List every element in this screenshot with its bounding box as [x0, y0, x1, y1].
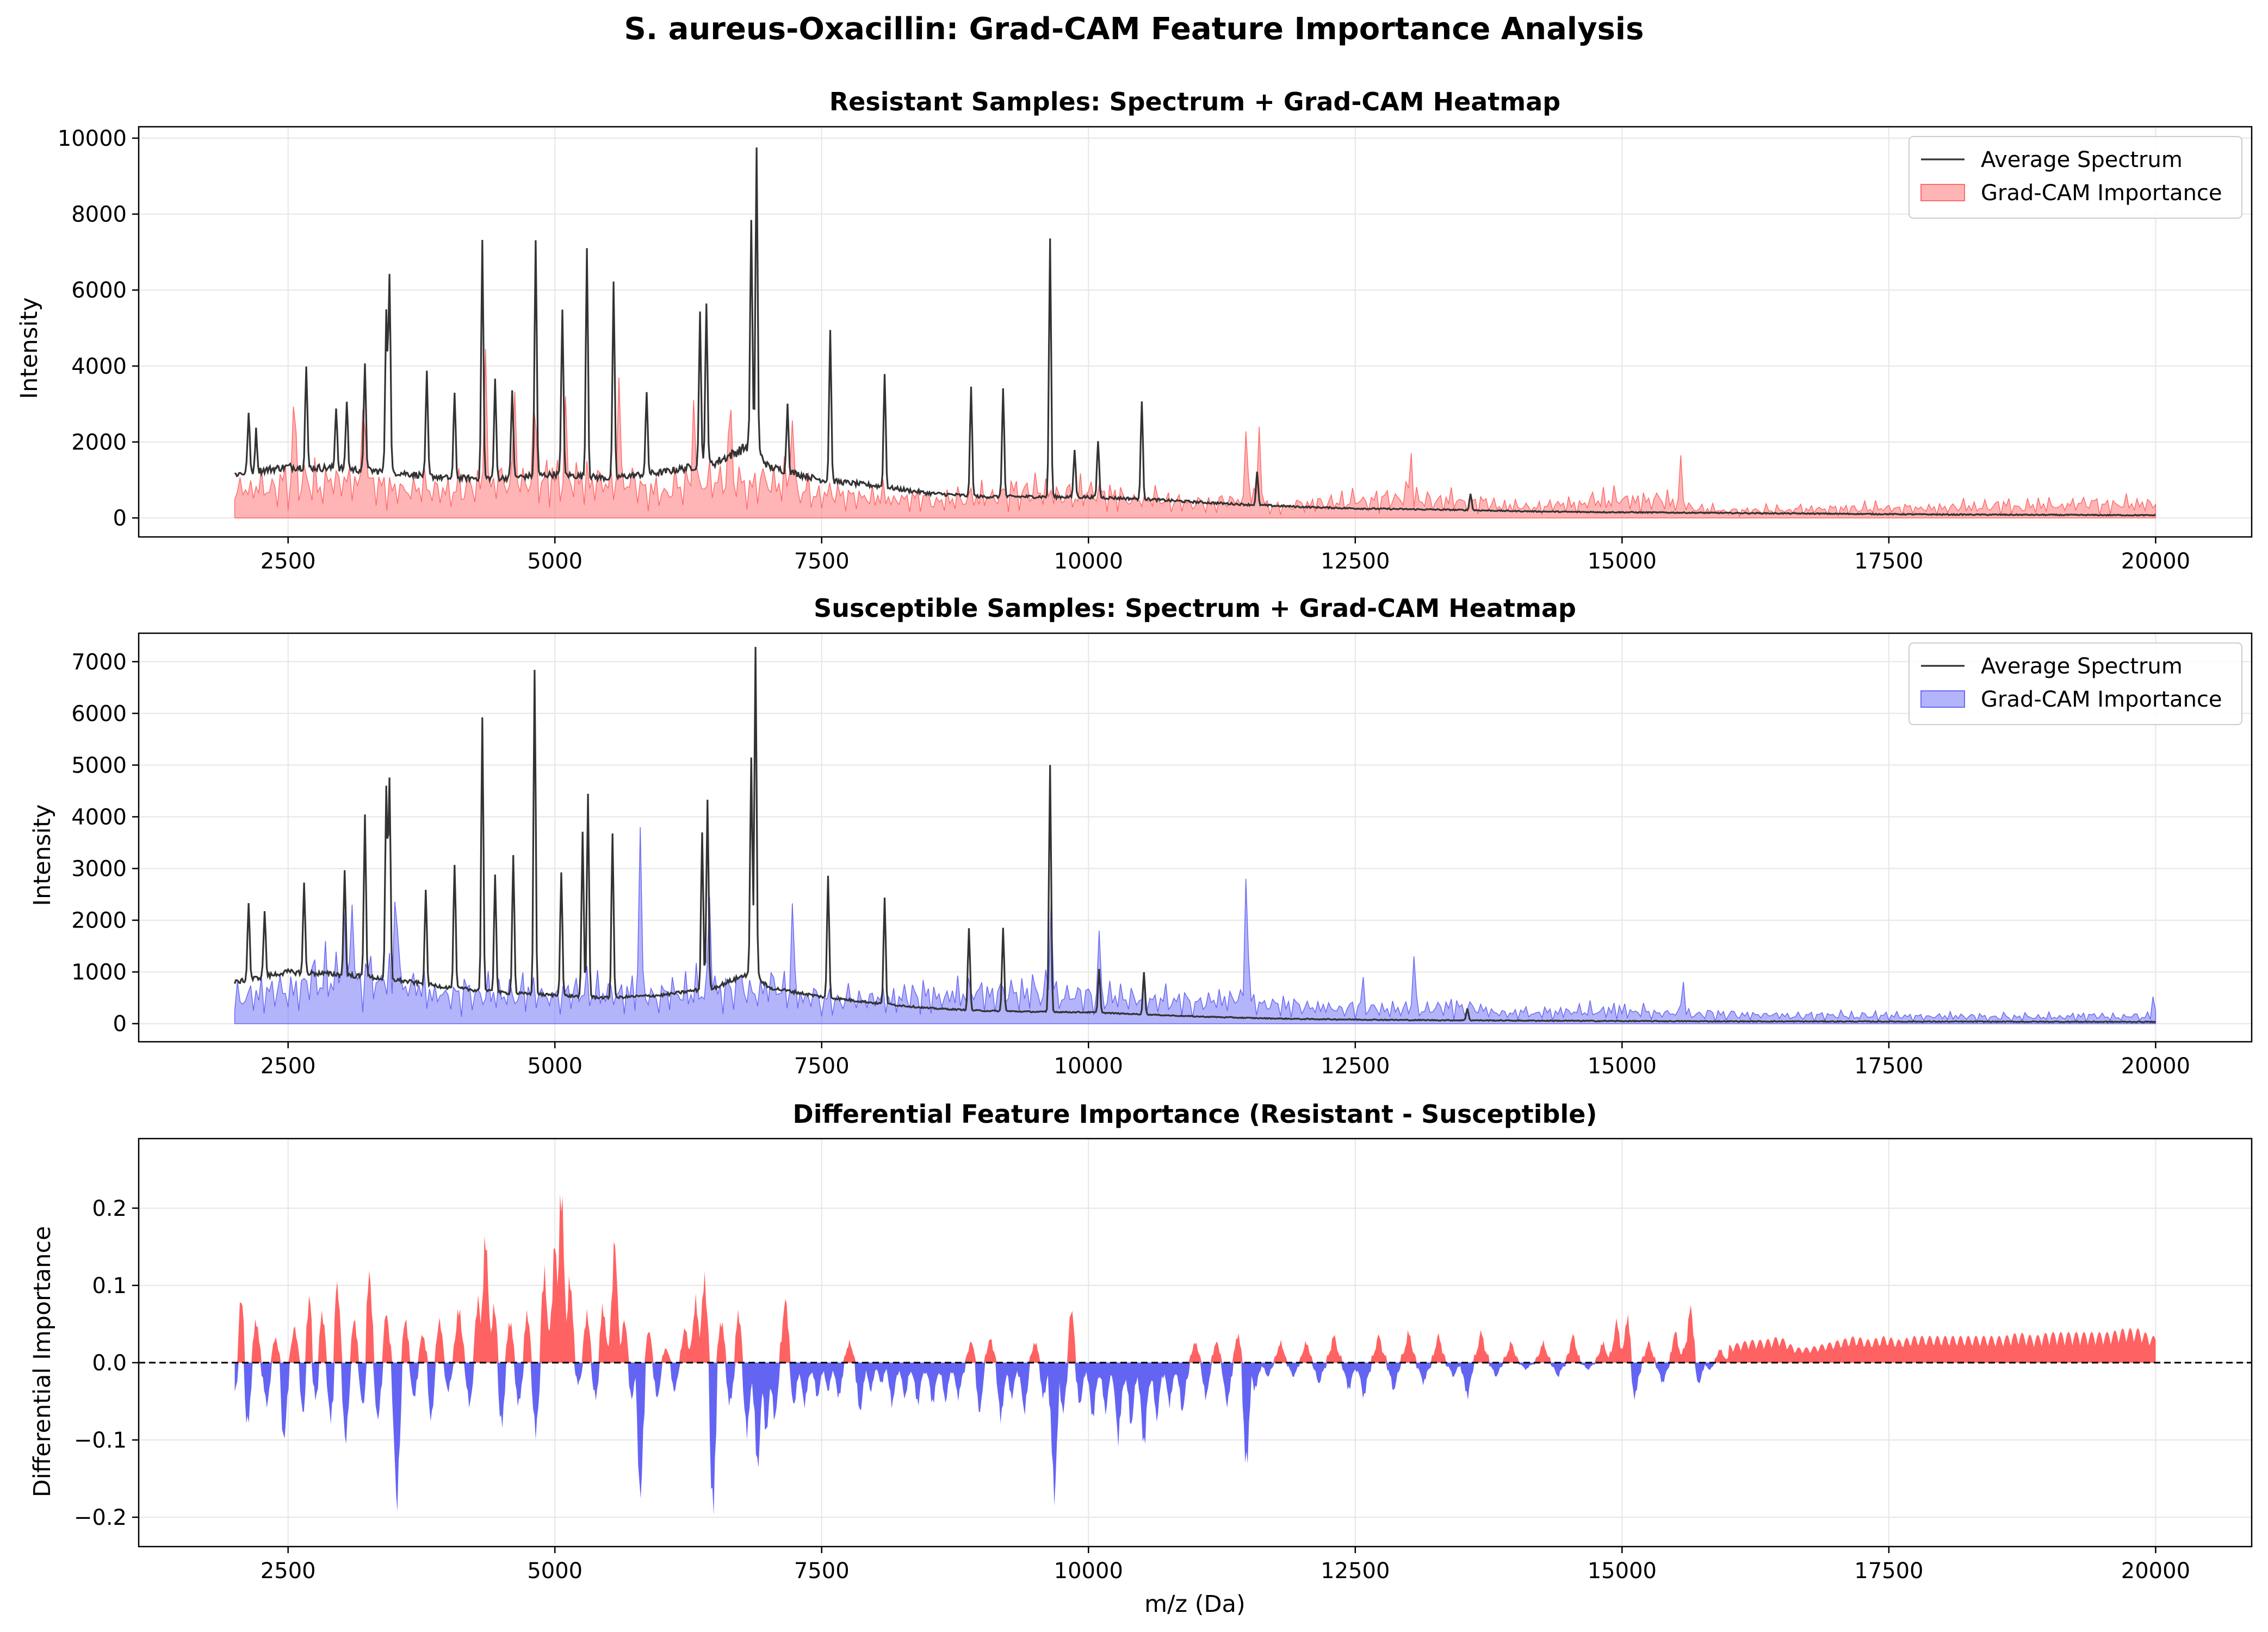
y-tick-label: 0.2 [92, 1196, 127, 1221]
y-tick-label: 0 [113, 506, 127, 531]
resistant-panel-title: Resistant Samples: Spectrum + Grad-CAM H… [829, 87, 1560, 116]
susceptible-panel: Susceptible Samples: Spectrum + Grad-CAM… [29, 594, 2253, 1079]
resistant-panel: Resistant Samples: Spectrum + Grad-CAM H… [16, 87, 2253, 574]
axes-frame [138, 632, 2253, 1043]
y-tick-label: −0.1 [74, 1428, 127, 1453]
x-tick-label: 5000 [527, 1054, 583, 1079]
gradcam-importance-area [234, 827, 2157, 1024]
legend-box [1908, 136, 2242, 219]
legend-gradcam-label: Grad-CAM Importance [1981, 687, 2222, 712]
x-tick-label: 20000 [2121, 549, 2190, 574]
x-tick-label: 10000 [1054, 549, 1123, 574]
y-tick-label: 5000 [71, 753, 127, 778]
y-tick-label: 10000 [58, 126, 127, 151]
plot-area [234, 147, 2157, 518]
x-tick-label: 7500 [794, 1054, 850, 1079]
x-tick-label: 5000 [527, 549, 583, 574]
y-tick-label: 0.1 [92, 1274, 127, 1299]
y-tick-label: 3000 [71, 857, 127, 882]
y-tick-label: 0.0 [92, 1351, 127, 1376]
x-tick-label: 7500 [794, 549, 850, 574]
x-tick-label: 10000 [1054, 1559, 1123, 1584]
legend-gradcam-label: Grad-CAM Importance [1981, 181, 2222, 206]
y-tick-label: 2000 [71, 908, 127, 934]
y-tick-label: 1000 [71, 960, 127, 985]
x-tick-label: 10000 [1054, 1054, 1123, 1079]
y-tick-label: 0 [113, 1012, 127, 1037]
y-tick-label: 2000 [71, 430, 127, 455]
legend-gradcam-swatch [1920, 690, 1965, 708]
positive-importance-area [234, 1194, 2156, 1363]
grid-lines [139, 633, 2252, 1042]
axes-frame [138, 1138, 2253, 1548]
x-tick-label: 17500 [1854, 1054, 1923, 1079]
legend: Average Spectrum Grad-CAM Importance [1908, 136, 2242, 219]
differential-y-axis-label: Differential Importance [29, 1226, 56, 1498]
x-tick-label: 2500 [261, 1054, 316, 1079]
x-tick-label: 20000 [2121, 1559, 2190, 1584]
y-tick-label: 4000 [71, 805, 127, 830]
x-tick-label: 15000 [1588, 1054, 1657, 1079]
plot-area [234, 1194, 2156, 1516]
x-tick-label: 12500 [1321, 549, 1390, 574]
figure-title: S. aureus-Oxacillin: Grad-CAM Feature Im… [624, 11, 1644, 47]
x-tick-label: 15000 [1588, 1559, 1657, 1584]
susceptible-y-axis-label: Intensity [29, 804, 56, 906]
differential-panel-title: Differential Feature Importance (Resista… [793, 1099, 1597, 1129]
plot-area [234, 647, 2157, 1024]
legend-spectrum-label: Average Spectrum [1981, 147, 2183, 172]
x-tick-label: 5000 [527, 1559, 583, 1584]
y-tick-label: 7000 [71, 650, 127, 675]
differential-x-axis-label: m/z (Da) [1144, 1591, 1245, 1618]
average-spectrum-line [234, 147, 2156, 517]
x-tick-label: 20000 [2121, 1054, 2190, 1079]
x-tick-label: 17500 [1854, 549, 1923, 574]
axes-frame [138, 126, 2253, 538]
x-tick-label: 17500 [1854, 1559, 1923, 1584]
y-tick-label: 4000 [71, 354, 127, 379]
resistant-y-axis-label: Intensity [16, 297, 43, 399]
legend-gradcam-swatch [1920, 184, 1965, 201]
gradcam-importance-area [234, 349, 2157, 518]
negative-importance-area [234, 1362, 2156, 1516]
x-tick-label: 2500 [261, 1559, 316, 1584]
x-tick-label: 15000 [1588, 549, 1657, 574]
x-tick-label: 7500 [794, 1559, 850, 1584]
y-tick-label: 6000 [71, 701, 127, 726]
x-tick-label: 12500 [1321, 1559, 1390, 1584]
legend-box [1908, 642, 2242, 725]
average-spectrum-line [234, 647, 2157, 1024]
susceptible-panel-title: Susceptible Samples: Spectrum + Grad-CAM… [814, 594, 1576, 623]
x-tick-label: 2500 [261, 549, 316, 574]
legend-spectrum-label: Average Spectrum [1981, 654, 2183, 679]
y-tick-label: 6000 [71, 278, 127, 303]
differential-panel: Differential Feature Importance (Resista… [29, 1099, 2253, 1618]
x-tick-label: 12500 [1321, 1054, 1390, 1079]
y-tick-label: 8000 [71, 202, 127, 227]
y-tick-label: −0.2 [74, 1505, 127, 1530]
grid-lines [139, 127, 2252, 537]
legend: Average Spectrum Grad-CAM Importance [1908, 642, 2242, 725]
